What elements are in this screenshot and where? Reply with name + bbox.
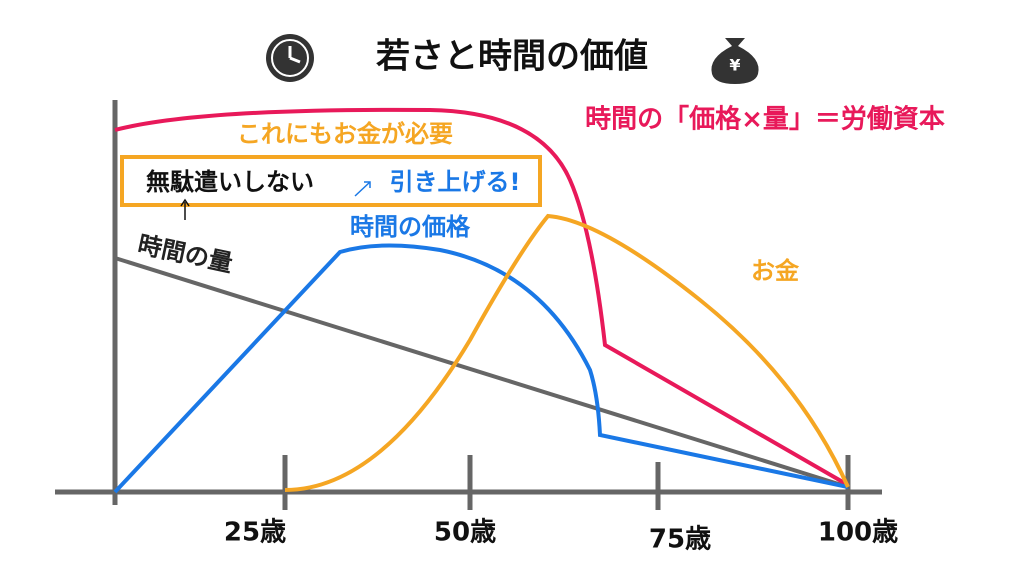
money-needed-label: これにもお金が必要	[237, 120, 453, 148]
title: 若さと時間の価値	[376, 37, 648, 77]
labor-capital-curve	[114, 107, 849, 487]
svg-text:¥: ¥	[729, 56, 740, 75]
note-box	[120, 155, 542, 207]
x-label: 75歳	[649, 525, 711, 555]
x-label: 100歳	[818, 518, 898, 548]
time-price-label: 時間の価格	[350, 213, 471, 241]
clock-icon	[266, 34, 314, 82]
x-label: 25歳	[224, 518, 286, 548]
money-label: お金	[751, 257, 800, 285]
money-bag-icon: ¥	[711, 38, 759, 84]
x-label: 50歳	[434, 518, 496, 548]
no-waste-label: 無駄遣いしない	[146, 168, 314, 196]
axes	[55, 100, 882, 510]
time-price-curve	[113, 243, 849, 494]
labor-capital-label: 時間の「価格×量」＝労働資本	[585, 104, 945, 135]
time-amount-line	[114, 256, 849, 489]
raise-label: 引き上げる!	[390, 168, 521, 196]
small-arrows	[180, 181, 371, 220]
money-curve	[284, 213, 850, 492]
